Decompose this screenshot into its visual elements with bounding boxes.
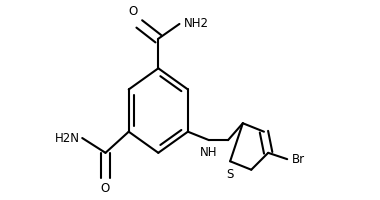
Text: Br: Br [291, 153, 304, 166]
Text: NH2: NH2 [184, 17, 209, 30]
Text: S: S [226, 168, 234, 181]
Text: O: O [128, 5, 137, 18]
Text: O: O [101, 182, 110, 195]
Text: H2N: H2N [55, 132, 80, 145]
Text: NH: NH [200, 146, 218, 159]
